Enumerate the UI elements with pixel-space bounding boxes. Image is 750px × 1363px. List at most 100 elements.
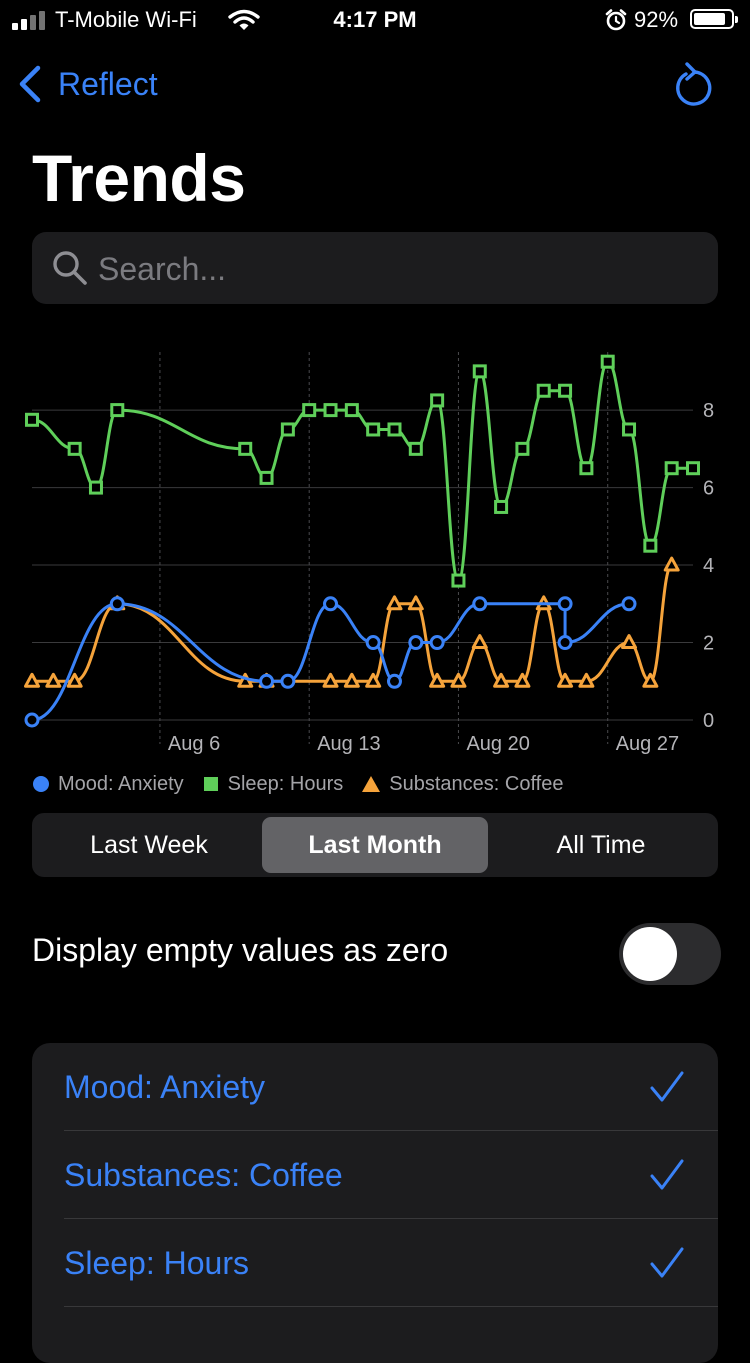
legend-item: Sleep: Hours	[202, 772, 344, 796]
back-button[interactable]: Reflect	[16, 62, 158, 106]
data-point-triangle	[45, 672, 62, 688]
metric-label: Substances: Coffee	[64, 1157, 343, 1193]
data-point-triangle	[471, 634, 488, 650]
x-tick-label: Aug 13	[317, 733, 380, 755]
data-point-circle	[621, 596, 637, 612]
data-point-square	[408, 441, 423, 456]
range-option-last-month[interactable]: Last Month	[262, 817, 488, 873]
range-option-all-time[interactable]: All Time	[556, 831, 646, 859]
legend-item: Substances: Coffee	[361, 773, 563, 796]
data-point-square	[302, 403, 317, 418]
refresh-icon[interactable]	[670, 62, 718, 110]
carrier-label: T-Mobile Wi-Fi	[55, 7, 197, 32]
data-point-circle	[557, 635, 573, 651]
x-tick-label: Aug 6	[168, 733, 220, 755]
data-point-square	[643, 538, 658, 553]
y-tick-label: 2	[703, 633, 714, 655]
metric-row[interactable]: Substances: Coffee	[32, 1131, 718, 1219]
data-point-square	[622, 422, 637, 437]
data-point-circle	[24, 712, 40, 728]
data-point-square	[600, 354, 615, 369]
data-point-square	[25, 412, 39, 427]
legend-item: Mood: Anxiety	[32, 773, 184, 796]
data-point-circle	[109, 596, 125, 612]
data-point-triangle	[514, 672, 531, 688]
data-point-square	[558, 383, 573, 398]
search-bar[interactable]	[32, 232, 718, 306]
y-tick-label: 8	[703, 400, 714, 422]
data-point-square	[88, 480, 103, 495]
data-point-triangle	[450, 672, 467, 688]
data-point-triangle	[621, 634, 638, 650]
data-point-circle	[259, 673, 275, 689]
data-point-triangle	[663, 556, 680, 572]
battery-icon	[690, 9, 738, 29]
series-line-triangle	[31, 563, 674, 683]
row-separator	[64, 1306, 718, 1307]
data-point-triangle	[407, 595, 424, 611]
x-tick-label: Aug 20	[466, 733, 529, 755]
data-point-triangle	[322, 672, 339, 688]
data-point-triangle	[343, 672, 360, 688]
clock-time: 4:17 PM	[333, 7, 417, 32]
data-point-triangle	[365, 672, 382, 688]
signal-icon	[12, 10, 48, 30]
back-label: Reflect	[58, 65, 158, 102]
data-point-square	[664, 461, 679, 476]
data-point-triangle	[557, 672, 574, 688]
y-tick-label: 0	[703, 710, 714, 732]
metric-label: Mood: Anxiety	[64, 1069, 265, 1105]
toggle-knob	[623, 927, 677, 981]
data-point-circle	[386, 673, 402, 689]
data-point-square	[472, 364, 487, 379]
data-point-triangle	[578, 672, 595, 688]
legend-label: Mood: Anxiety	[58, 772, 184, 795]
data-point-circle	[429, 635, 445, 651]
trends-chart: 0 2 4 6 8 Aug 6 Aug 13 Aug 20 Aug 27	[24, 352, 714, 755]
checkmark-icon	[650, 1159, 684, 1190]
legend-label: Sleep: Hours	[227, 772, 344, 795]
data-point-circle	[557, 596, 573, 612]
data-point-circle	[365, 635, 381, 651]
data-point-square	[259, 470, 274, 485]
chevron-left-icon	[19, 65, 41, 103]
data-point-square	[238, 441, 253, 456]
battery-percent: 92%	[634, 7, 679, 32]
data-point-square	[387, 422, 402, 437]
empty-values-label: Display empty values as zero	[32, 932, 449, 968]
data-point-square	[366, 422, 381, 437]
data-point-triangle	[386, 595, 403, 611]
data-point-circle	[323, 596, 339, 612]
legend-label: Substances: Coffee	[389, 772, 564, 795]
data-point-triangle	[66, 672, 83, 688]
data-point-square	[344, 403, 359, 418]
range-picker[interactable]: Last Week Last Month All Time	[32, 813, 718, 877]
data-point-square	[686, 461, 700, 476]
metric-label: Sleep: Hours	[64, 1245, 249, 1281]
data-point-triangle	[642, 672, 659, 688]
search-input[interactable]	[96, 232, 700, 306]
data-point-square	[451, 573, 466, 588]
x-tick-label: Aug 27	[616, 733, 679, 755]
row-separator	[64, 1130, 718, 1131]
series-line-circle	[31, 602, 630, 722]
y-tick-label: 4	[703, 555, 714, 577]
data-point-square	[323, 403, 338, 418]
data-point-square	[110, 403, 125, 418]
triangle-icon	[362, 776, 381, 792]
metric-row[interactable]: Mood: Anxiety	[32, 1043, 718, 1131]
data-point-triangle	[429, 672, 446, 688]
chart-legend: Mood: Anxiety Sleep: Hours Substances: Cof…	[32, 770, 563, 798]
data-point-circle	[408, 635, 424, 651]
checkmark-icon	[650, 1247, 684, 1278]
range-option-last-week[interactable]: Last Week	[90, 831, 208, 859]
y-tick-label: 6	[703, 478, 714, 500]
search-icon	[53, 251, 87, 285]
data-point-circle	[280, 673, 296, 689]
empty-values-toggle[interactable]	[619, 923, 721, 985]
series-line-square	[31, 360, 693, 583]
square-icon	[203, 777, 218, 791]
metric-row[interactable]: Sleep: Hours	[32, 1219, 718, 1307]
metric-list: Mood: Anxiety Substances: Coffee Sleep: Ho…	[32, 1043, 718, 1363]
row-separator	[64, 1218, 718, 1219]
